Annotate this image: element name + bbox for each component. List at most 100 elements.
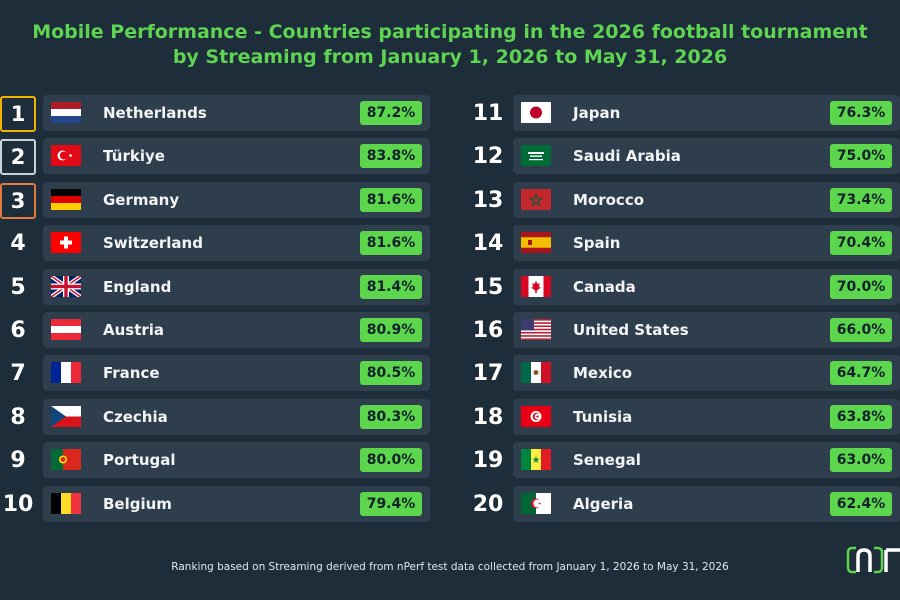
streaming-score-badge: 81.4% xyxy=(360,274,422,299)
streaming-score-badge: 62.4% xyxy=(830,491,892,516)
title-line-2: by Streaming from January 1, 2026 to May… xyxy=(172,46,728,68)
streaming-score-badge: 81.6% xyxy=(360,231,422,256)
rank-number: 1 xyxy=(0,96,36,132)
rank-number: 13 xyxy=(472,187,504,213)
country-name: England xyxy=(103,277,172,296)
country-bar: Morocco 73.4% xyxy=(513,181,900,218)
mx-flag-icon xyxy=(521,362,551,384)
pt-flag-icon xyxy=(51,449,81,471)
rank-number: 19 xyxy=(472,448,504,474)
country-name: United States xyxy=(573,320,689,339)
de-flag-icon xyxy=(51,188,81,210)
country-bar: Netherlands 87.2% xyxy=(43,95,430,131)
rank-number: 5 xyxy=(10,274,26,300)
streaming-score-badge: 80.0% xyxy=(360,448,422,473)
streaming-score-badge: 80.5% xyxy=(360,361,422,386)
country-name: Netherlands xyxy=(103,104,207,122)
country-bar: Spain 70.4% xyxy=(513,225,900,262)
streaming-score-badge: 80.9% xyxy=(360,317,422,342)
footer-note: Ranking based on Streaming derived from … xyxy=(171,561,729,573)
rank-number: 3 xyxy=(0,182,36,219)
country-name: Senegal xyxy=(573,451,641,470)
ma-flag-icon xyxy=(521,188,551,210)
country-bar: Japan 76.3% xyxy=(513,95,900,131)
country-name: Germany xyxy=(103,190,180,209)
rank-number: 12 xyxy=(472,144,504,170)
sn-flag-icon xyxy=(521,449,551,471)
country-bar: United States 66.0% xyxy=(513,311,900,348)
rank-number: 7 xyxy=(10,361,26,387)
cz-flag-icon xyxy=(51,405,81,427)
nl-flag-icon xyxy=(51,102,81,123)
rank-number: 11 xyxy=(472,101,504,126)
country-bar: Austria 80.9% xyxy=(43,311,430,348)
rank-number: 9 xyxy=(10,448,26,474)
country-bar: Mexico 64.7% xyxy=(513,355,900,392)
country-name: Mexico xyxy=(573,364,633,383)
rank-number: 10 xyxy=(2,491,34,517)
streaming-score-badge: 79.4% xyxy=(360,491,422,516)
streaming-score-badge: 80.3% xyxy=(360,404,422,429)
dz-flag-icon xyxy=(521,492,551,514)
chart-title: Mobile Performance - Countries participa… xyxy=(0,20,900,70)
country-name: Algeria xyxy=(573,494,634,513)
country-bar: Senegal 63.0% xyxy=(513,442,900,479)
gb-flag-icon xyxy=(51,275,81,297)
country-bar: Germany 81.6% xyxy=(43,181,430,218)
fr-flag-icon xyxy=(51,362,81,384)
rank-number: 17 xyxy=(472,361,504,387)
rank-number: 15 xyxy=(472,274,504,300)
country-bar: Portugal 80.0% xyxy=(43,442,430,479)
at-flag-icon xyxy=(51,318,81,340)
es-flag-icon xyxy=(521,232,551,254)
streaming-score-badge: 70.4% xyxy=(830,231,892,256)
rank-number: 14 xyxy=(472,231,504,257)
rank-number: 8 xyxy=(10,404,26,430)
country-bar: Tunisia 63.8% xyxy=(513,398,900,435)
streaming-score-badge: 64.7% xyxy=(830,361,892,386)
streaming-score-badge: 66.0% xyxy=(830,317,892,342)
rank-number: 16 xyxy=(472,317,504,343)
country-name: Czechia xyxy=(103,407,168,426)
ca-flag-icon xyxy=(521,275,551,297)
title-line-1: Mobile Performance - Countries participa… xyxy=(32,21,868,43)
country-name: Morocco xyxy=(573,190,645,209)
tn-flag-icon xyxy=(521,405,551,427)
country-bar: Canada 70.0% xyxy=(513,268,900,305)
be-flag-icon xyxy=(51,492,81,514)
country-bar: Türkiye 83.8% xyxy=(43,138,430,175)
country-name: Switzerland xyxy=(103,234,203,253)
streaming-score-badge: 63.0% xyxy=(830,448,892,473)
country-name: Spain xyxy=(573,234,621,253)
country-bar: Switzerland 81.6% xyxy=(43,225,430,262)
sa-flag-icon xyxy=(521,145,551,167)
country-name: France xyxy=(103,364,160,383)
country-name: Austria xyxy=(103,320,165,339)
streaming-score-badge: 76.3% xyxy=(830,101,892,125)
country-bar: Saudi Arabia 75.0% xyxy=(513,138,900,175)
jp-flag-icon xyxy=(521,102,551,123)
streaming-score-badge: 73.4% xyxy=(830,187,892,212)
us-flag-icon xyxy=(521,318,551,340)
streaming-score-badge: 75.0% xyxy=(830,144,892,169)
streaming-score-badge: 87.2% xyxy=(360,101,422,125)
rank-number: 2 xyxy=(0,139,36,176)
country-bar: France 80.5% xyxy=(43,355,430,392)
streaming-score-badge: 63.8% xyxy=(830,404,892,429)
rank-number: 6 xyxy=(10,317,26,343)
nperf-logo xyxy=(846,546,900,574)
country-bar: Czechia 80.3% xyxy=(43,398,430,435)
country-name: Saudi Arabia xyxy=(573,147,681,166)
rank-number: 4 xyxy=(10,231,26,257)
rank-number: 20 xyxy=(472,491,504,517)
streaming-score-badge: 70.0% xyxy=(830,274,892,299)
country-name: Tunisia xyxy=(573,407,633,426)
ch-flag-icon xyxy=(51,232,81,254)
country-name: Canada xyxy=(573,277,636,296)
country-bar: Belgium 79.4% xyxy=(43,485,430,522)
country-name: Portugal xyxy=(103,451,176,470)
streaming-score-badge: 83.8% xyxy=(360,144,422,169)
country-name: Japan xyxy=(573,104,621,122)
country-bar: England 81.4% xyxy=(43,268,430,305)
tr-flag-icon xyxy=(51,145,81,167)
